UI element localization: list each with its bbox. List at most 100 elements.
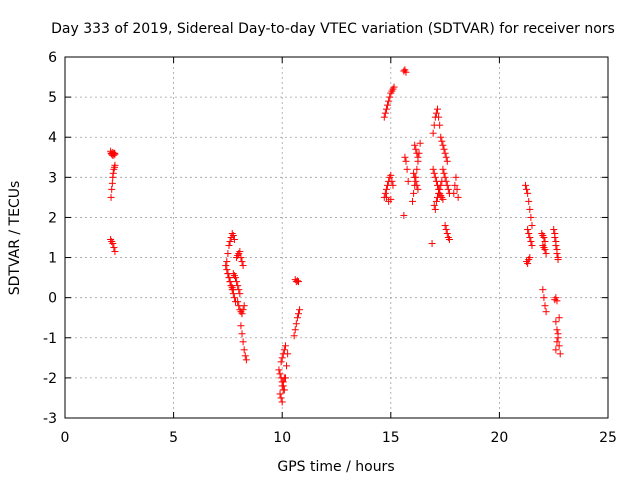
data-point [527,238,535,246]
data-point [439,195,447,203]
data-point [453,185,461,193]
data-point [541,246,549,254]
data-point [523,185,531,193]
data-point [439,165,447,173]
data-point [553,246,561,254]
data-point [230,294,238,302]
data-point [429,129,437,137]
data-point [413,149,421,157]
data-point [229,231,237,239]
data-point [542,308,550,316]
data-point [404,177,412,185]
data-point [442,153,450,161]
data-point [411,173,419,181]
data-point [108,179,116,187]
data-point [550,225,558,233]
data-point [542,250,550,258]
y-axis: -3 -2 -1 0 1 2 3 4 5 6 [43,50,608,427]
x-tick-label: 10 [273,430,291,446]
y-tick-label: -1 [43,331,57,347]
data-point [240,346,248,354]
data-point [452,173,460,181]
data-point [555,342,563,350]
data-point [539,286,547,294]
data-point [437,133,445,141]
data-point [401,153,409,161]
data-point [390,83,398,91]
data-point [228,286,236,294]
x-tick-label: 0 [61,430,70,446]
data-point [234,282,242,290]
data-point [413,181,421,189]
data-point [552,346,560,354]
data-point [292,320,300,328]
data-point [527,213,535,221]
data-point [430,201,438,209]
data-point [276,370,284,378]
data-point [432,197,440,205]
data-point [409,197,417,205]
data-point [540,234,548,241]
data-point [555,314,563,322]
data-point [387,195,395,203]
data-point [552,318,560,326]
data-point [279,386,287,394]
data-point [280,346,288,354]
data-point [294,278,302,286]
data-point [437,181,445,189]
data-point [440,169,448,177]
data-point [435,113,443,121]
data-point [279,378,287,386]
data-point [553,326,561,334]
data-point [442,225,450,233]
data-point [413,165,421,173]
data-point [296,306,304,314]
data-point [431,173,439,181]
data-point [528,221,536,229]
data-point [238,258,246,266]
data-point [388,177,396,185]
data-point [451,181,459,189]
data-point [525,229,533,237]
data-point [553,338,561,346]
data-point [291,326,299,334]
data-point [412,145,420,153]
data-point [384,101,392,109]
data-point [540,294,548,302]
data-point [276,390,284,398]
data-point [553,297,561,305]
data-point [278,398,286,406]
plot-area-frame [64,56,609,419]
data-point [293,314,301,322]
data-point [230,236,238,244]
data-point [435,189,443,197]
x-tick-label: 5 [169,430,178,446]
data-point [400,211,408,219]
data-point [382,185,390,193]
x-tick-label: 20 [490,430,508,446]
y-tick-label: 1 [48,251,57,267]
data-point [223,258,231,266]
data-point [385,97,393,105]
data-point [275,366,283,374]
data-point [428,240,436,248]
data-point [430,169,438,177]
data-point [444,185,452,193]
data-point [237,254,245,262]
data-point [281,342,289,350]
data-point [524,189,532,197]
data-point [223,266,231,274]
data-point [556,350,564,358]
data-point [433,105,441,113]
data-point [238,310,246,318]
data-point [402,68,410,76]
y-tick-label: 0 [48,291,57,307]
data-point [235,286,243,294]
data-point [277,358,285,366]
data-point [382,105,390,113]
data-point [521,181,529,189]
data-point [280,374,288,382]
data-point [277,394,285,402]
